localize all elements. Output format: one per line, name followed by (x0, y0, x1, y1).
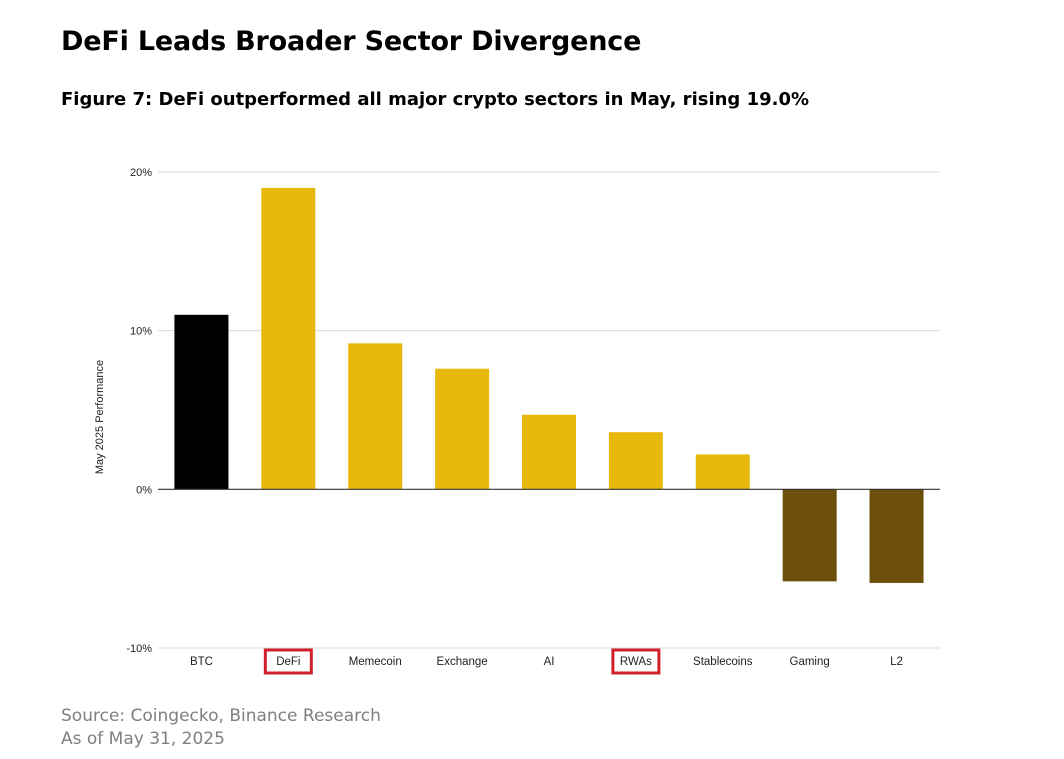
bars (174, 187, 924, 583)
x-tick-label-exchange: Exchange (437, 656, 488, 668)
y-tick-label: 0% (136, 484, 152, 496)
bar-chart: -10% 0% 10% 20% BTC DeFi Memecoin Exchange AI RWA… (94, 167, 940, 675)
x-tick-label-memecoin: Memecoin (349, 656, 402, 668)
bar-l2 (869, 489, 924, 583)
y-tick-label: 10% (130, 326, 152, 338)
x-tick-label-ai: AI (544, 656, 555, 668)
as-of-date: As of May 31, 2025 (61, 729, 225, 749)
bar-memecoin (348, 343, 403, 490)
x-tick-label-rwas: RWAs (620, 656, 652, 668)
page-title: DeFi Leads Broader Sector Divergence (61, 26, 642, 57)
x-tick-label-stablecoins: Stablecoins (693, 656, 753, 668)
x-tick-label-btc: BTC (190, 656, 213, 668)
y-tick-label: 20% (130, 167, 152, 179)
bar-stablecoins (695, 454, 750, 490)
y-tick-label: -10% (126, 643, 152, 655)
bar-ai (522, 414, 576, 490)
bar-defi (261, 187, 316, 490)
source-text: Source: Coingecko, Binance Research (61, 706, 381, 726)
figure-caption: Figure 7: DeFi outperformed all major cr… (61, 89, 810, 110)
x-tick-label-gaming: Gaming (790, 656, 830, 668)
bar-gaming (782, 489, 837, 582)
bar-btc (174, 314, 229, 490)
labels: -10% 0% 10% 20% BTC DeFi Memecoin Exchange AI RWA… (126, 167, 903, 675)
x-tick-label-defi: DeFi (276, 656, 300, 668)
highlight-box-defi (263, 648, 313, 675)
y-axis-title: May 2025 Performance (94, 360, 106, 474)
highlight-box-rwas (611, 648, 661, 675)
bar-exchange (435, 368, 490, 490)
bar-rwas (608, 432, 663, 490)
source-note: Source: Coingecko, Binance Research As o… (61, 705, 381, 751)
x-tick-label-l2: L2 (890, 656, 903, 668)
